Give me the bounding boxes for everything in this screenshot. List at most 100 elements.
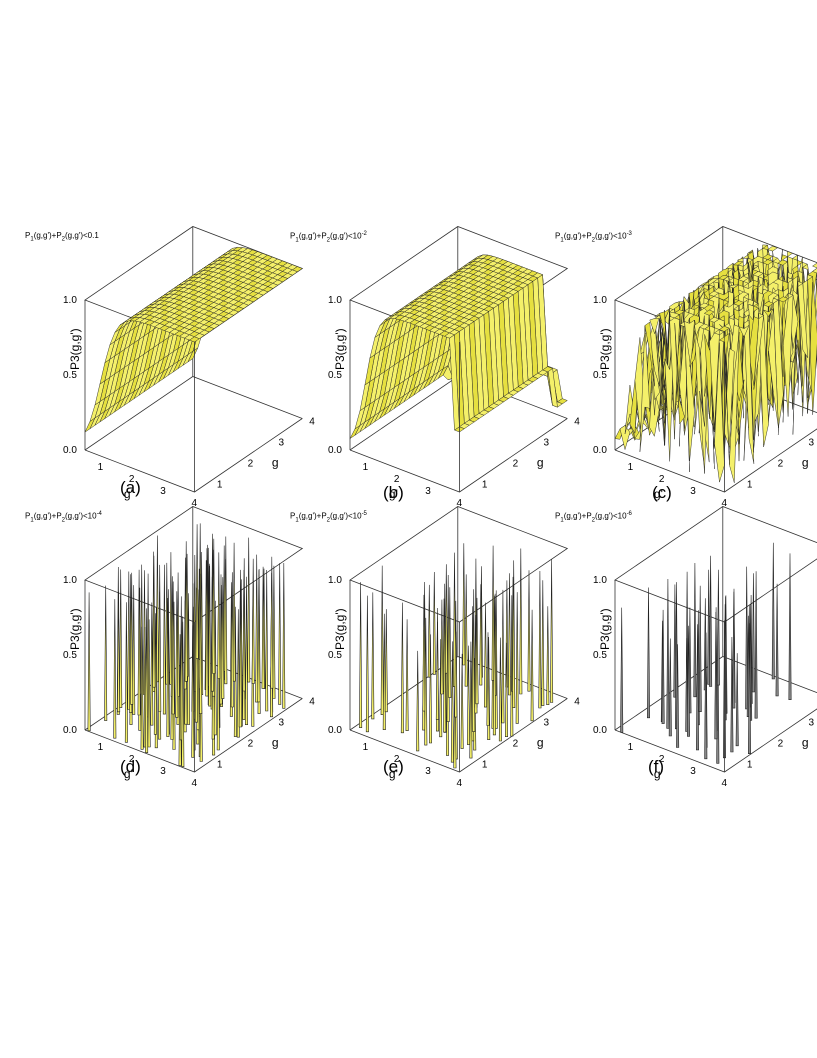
z-tick-label: 1.0 (328, 575, 342, 586)
panel-title: P1(g,g')+P2(g,g')<10-3 (555, 231, 632, 244)
x-axis-label: g' (389, 487, 398, 501)
panel-title: P1(g,g')+P2(g,g')<10-4 (25, 511, 102, 524)
z-tick-label: 0.5 (63, 370, 77, 381)
panel-title: P1(g,g')+P2(g,g')<10-2 (290, 231, 367, 244)
y-tick-label: 4 (574, 697, 580, 708)
surface (87, 523, 286, 767)
panel-b: P1(g,g')+P2(g,g')<10-2 0.0 0.5 1.0 1 2 3 4 1 2 3 4 g… (275, 225, 580, 515)
y-tick-label: 3 (278, 438, 284, 449)
y-axis-label: g (537, 735, 544, 749)
z-tick-label: 0.5 (593, 370, 607, 381)
x-tick-label: 2 (659, 754, 665, 765)
z-axis-label: P3(g,g') (68, 328, 82, 370)
z-tick-label: 0.0 (593, 725, 607, 736)
panel-c: P1(g,g')+P2(g,g')<10-3 0.0 0.5 1.0 1 2 3 4 1 2 3 4 g… (540, 225, 817, 515)
x-tick-label: 2 (129, 754, 135, 765)
y-tick-label: 1 (747, 480, 753, 491)
surface-plot: 0.0 0.5 1.0 1 2 3 4 1 2 3 4 g' g P3(g,g') (328, 506, 580, 789)
front-edges (84, 418, 303, 493)
z-axis-label: P3(g,g') (598, 608, 612, 650)
z-tick-label: 1.0 (63, 575, 77, 586)
z-axis-label: P3(g,g') (68, 608, 82, 650)
x-tick-label: 2 (394, 754, 400, 765)
panel-label: (b) (383, 483, 404, 502)
y-tick-label: 2 (778, 459, 784, 470)
surface (84, 246, 303, 433)
z-tick-label: 1.0 (328, 295, 342, 306)
panel-d: P1(g,g')+P2(g,g')<10-4 0.0 0.5 1.0 1 2 3 4 1 2 3 4 g… (10, 505, 315, 795)
x-tick-label: 1 (98, 462, 104, 473)
z-tick-label: 0.0 (328, 445, 342, 456)
x-tick-label: 3 (160, 766, 166, 777)
z-tick-label: 0.0 (63, 725, 77, 736)
panel-label: (c) (652, 483, 672, 502)
x-tick-label: 3 (425, 766, 431, 777)
y-tick-label: 2 (513, 739, 519, 750)
panel-title: P1(g,g')+P2(g,g')<10-6 (555, 511, 632, 524)
panel-label: (e) (383, 757, 404, 776)
z-axis-label: P3(g,g') (333, 328, 347, 370)
y-tick-label: 3 (543, 438, 549, 449)
x-axis-label: g' (654, 487, 663, 501)
x-axis-label: g' (654, 767, 663, 781)
y-tick-label: 2 (513, 459, 519, 470)
panel-a: P1(g,g')+P2(g,g')<0.1 0.0 0.5 1.0 1 2 3 4 1 2 3 4 g'… (10, 225, 315, 515)
x-axis-label: g' (389, 767, 398, 781)
panel-label: (f) (648, 757, 665, 776)
y-axis-label: g (537, 455, 544, 469)
x-tick-label: 1 (363, 742, 369, 753)
surface (349, 254, 568, 440)
y-tick-label: 4 (309, 697, 315, 708)
surface (614, 244, 817, 483)
z-tick-label: 1.0 (593, 575, 607, 586)
y-axis-label: g (272, 455, 279, 469)
y-axis-label: g (802, 735, 809, 749)
z-tick-label: 1.0 (593, 295, 607, 306)
x-tick-label: 3 (690, 486, 696, 497)
y-tick-label: 2 (778, 739, 784, 750)
z-tick-label: 0.5 (593, 650, 607, 661)
x-axis-label: g' (124, 767, 133, 781)
x-tick-label: 4 (191, 498, 197, 509)
surface (620, 542, 792, 764)
panel-f: P1(g,g')+P2(g,g')<10-6 0.0 0.5 1.0 1 2 3 4 1 2 3 4 g… (540, 505, 817, 795)
y-tick-label: 1 (217, 480, 223, 491)
z-tick-label: 0.5 (328, 650, 342, 661)
x-tick-label: 1 (628, 462, 634, 473)
x-tick-label: 3 (160, 486, 166, 497)
y-tick-label: 1 (747, 760, 753, 771)
y-tick-label: 3 (808, 438, 814, 449)
y-tick-label: 3 (543, 718, 549, 729)
z-tick-label: 0.5 (63, 650, 77, 661)
panel-label: (a) (120, 478, 141, 497)
z-tick-label: 0.5 (328, 370, 342, 381)
y-axis-label: g (272, 735, 279, 749)
x-tick-label: 2 (659, 474, 665, 485)
z-tick-label: 0.0 (328, 725, 342, 736)
y-tick-label: 3 (808, 718, 814, 729)
x-axis-label: g' (124, 487, 133, 501)
plot-box (614, 506, 817, 731)
z-tick-label: 0.0 (593, 445, 607, 456)
x-tick-label: 3 (690, 766, 696, 777)
y-tick-label: 4 (309, 417, 315, 428)
y-tick-label: 2 (248, 459, 254, 470)
x-tick-label: 4 (721, 498, 727, 509)
x-tick-label: 4 (721, 778, 727, 789)
y-tick-label: 4 (574, 417, 580, 428)
x-tick-label: 1 (363, 462, 369, 473)
y-tick-label: 1 (482, 760, 488, 771)
panel-e: P1(g,g')+P2(g,g')<10-5 0.0 0.5 1.0 1 2 3 4 1 2 3 4 g… (275, 505, 580, 795)
x-tick-label: 4 (456, 778, 462, 789)
z-axis-label: P3(g,g') (333, 608, 347, 650)
x-tick-label: 1 (98, 742, 104, 753)
x-tick-label: 4 (456, 498, 462, 509)
surface (359, 543, 554, 769)
z-axis-label: P3(g,g') (598, 328, 612, 370)
x-tick-label: 2 (394, 474, 400, 485)
